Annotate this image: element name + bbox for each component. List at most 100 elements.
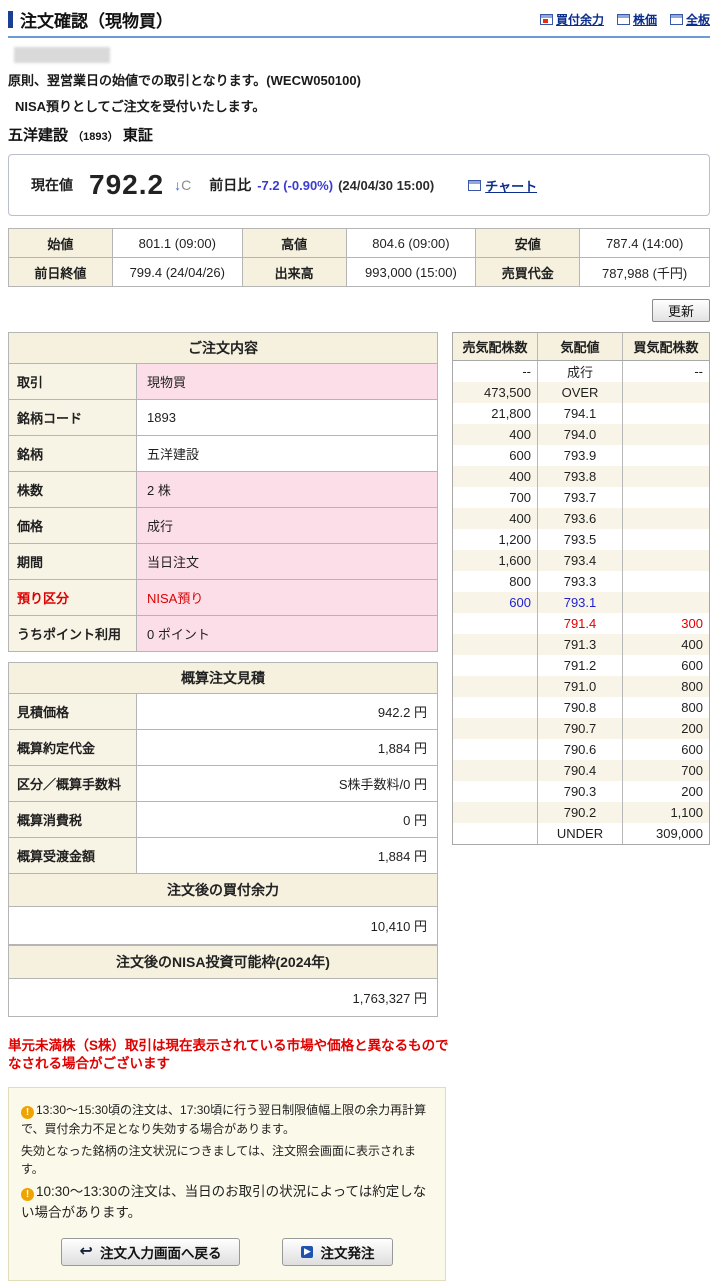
place-order-button[interactable]: ▶ 注文発注 <box>282 1237 394 1266</box>
orderbook-price: 794.0 <box>538 424 623 445</box>
estimate-value: 942.2 円 <box>137 694 437 729</box>
submit-square-icon: ▶ <box>301 1245 314 1258</box>
orderbook-price: 791.2 <box>538 655 623 676</box>
note-line: 失効となった銘柄の注文状況につきましては、注文照会画面に表示されます。 <box>21 1143 417 1177</box>
orderbook-buy-qty: -- <box>694 364 703 379</box>
estimate-value: 1,884 円 <box>137 838 437 873</box>
buying-power-after-title: 注文後の買付余力 <box>9 873 437 907</box>
orderbook-header: 売気配株数 気配値 買気配株数 <box>453 333 709 361</box>
orderbook-buy-qty: 1,100 <box>670 805 703 820</box>
buying-power-window-icon <box>539 13 553 25</box>
orderbook-buy-qty: 400 <box>681 637 703 652</box>
orderbook-buy-qty: 600 <box>681 658 703 673</box>
sshare-warning-text: 単元未満株（S株）取引は現在表示されている市場や価格と異なるものでなされる場合が… <box>8 1038 449 1072</box>
orderbook-price: UNDER <box>538 823 623 844</box>
order-detail-value: 2 株 <box>137 472 437 507</box>
order-detail-value: 0 ポイント <box>137 616 437 651</box>
orderbook-buy-qty <box>623 403 709 424</box>
order-detail-row: 価格 成行 <box>9 508 437 544</box>
orderbook-price: 793.6 <box>538 508 623 529</box>
orderbook-row: 791.3 400 <box>453 634 709 655</box>
estimate-value: 1,884 円 <box>137 730 437 765</box>
current-price-panel: 現在値 792.2 ↓C 前日比 -7.2 (-0.90%) (24/04/30… <box>8 154 710 216</box>
estimate-row: 概算消費税 0 円 <box>9 802 437 838</box>
chart-link-label: チャート <box>485 178 538 194</box>
orderbook-sell-qty: 600 <box>453 445 538 466</box>
order-detail-row: 期間 当日注文 <box>9 544 437 580</box>
note-line: ! 10:30〜13:30の注文は、当日のお取引の状況によっては約定しない場合があ… <box>21 1183 427 1220</box>
orderbook-buy-qty <box>623 466 709 487</box>
orderbook-row: 700 793.7 <box>453 487 709 508</box>
orderbook-sell-qty <box>453 676 538 697</box>
orderbook-sell-qty <box>453 634 538 655</box>
orderbook-price: 793.1 <box>538 592 623 613</box>
orderbook-price: 791.0 <box>538 676 623 697</box>
orderbook-buy-qty <box>623 571 709 592</box>
order-detail-value: 五洋建設 <box>137 436 437 471</box>
down-arrow-icon: ↓ <box>174 177 182 193</box>
link-buying-power[interactable]: 買付余力 <box>539 11 604 28</box>
market-table-row: 前日終値 799.4 (24/04/26) 出来高 993,000 (15:00) 売買… <box>9 258 711 287</box>
orderbook-row: 791.4 300 <box>453 613 709 634</box>
change-value: -7.2 (-0.90%) <box>257 177 334 193</box>
link-full-board[interactable]: 全板 <box>669 11 710 28</box>
orderbook-row: -- 成行 -- <box>453 361 709 382</box>
order-detail-row: 株数 2 株 <box>9 472 437 508</box>
change-label: 前日比 <box>209 177 252 193</box>
order-detail-label: 銘柄 <box>9 436 137 471</box>
link-stock-price[interactable]: 株価 <box>616 11 657 28</box>
orderbook-row: 790.8 800 <box>453 697 709 718</box>
market-table-row: 始値 801.1 (09:00) 高値 804.6 (09:00) 安値 787.4 (1… <box>9 229 711 258</box>
buying-power-after-value: 10,410 円 <box>9 907 437 945</box>
header-links: 買付余力 株価 全板 <box>539 11 710 28</box>
order-details-title: ご注文内容 <box>9 333 437 364</box>
stock-market: 東証 <box>122 127 153 144</box>
refresh-button[interactable]: 更新 <box>652 299 710 322</box>
orderbook-buy-qty <box>623 445 709 466</box>
orderbook-sell-qty: 473,500 <box>453 382 538 403</box>
estimate-title: 概算注文見積 <box>9 663 437 694</box>
link-stock-price-label: 株価 <box>632 12 657 27</box>
title-accent-bar <box>8 10 13 28</box>
estimate-row: 見積価格 942.2 円 <box>9 694 437 730</box>
order-details-panel: ご注文内容 取引 現物買 銘柄コード 1893 銘柄 五洋建設 株数 2 株価格 成行 期間 当日注… <box>8 332 438 652</box>
orderbook-sell-qty: 600 <box>453 592 538 613</box>
current-price-label: 現在値 <box>31 177 73 193</box>
orderbook-price: 791.3 <box>538 634 623 655</box>
action-buttons-row: ↩ 注文入力画面へ戻る ▶ 注文発注 <box>21 1237 433 1266</box>
market-data-table: 始値 801.1 (09:00) 高値 804.6 (09:00) 安値 787.4 (1… <box>8 228 711 287</box>
orderbook-buy-qty <box>623 592 709 613</box>
order-detail-label: 期間 <box>9 544 137 579</box>
link-full-board-label: 全板 <box>685 12 710 27</box>
orderbook-sell-qty: 1,600 <box>453 550 538 571</box>
orderbook-buy-qty <box>623 508 709 529</box>
orderbook-price: 793.4 <box>538 550 623 571</box>
estimate-value: S株手数料/0 円 <box>137 766 437 801</box>
orderbook-price: 793.3 <box>538 571 623 592</box>
orderbook-sell-qty <box>453 781 538 802</box>
nisa-limit-value: 1,763,327 円 <box>9 979 437 1016</box>
content-columns: ご注文内容 取引 現物買 銘柄コード 1893 銘柄 五洋建設 株数 2 株価格 成行 期間 当日注… <box>8 332 710 1027</box>
market-cell-label: 始値 <box>9 229 113 258</box>
note-line: ! 13:30〜15:30頃の注文は、17:30頃に行う翌日制限値幅上限の余力再計… <box>21 1103 427 1137</box>
orderbook-price: 793.9 <box>538 445 623 466</box>
orderbook-buy-qty <box>623 529 709 550</box>
back-to-order-entry-button[interactable]: ↩ 注文入力画面へ戻る <box>60 1237 241 1266</box>
title-bar: 注文確認（現物買） 買付余力 株価 全板 <box>8 6 710 32</box>
order-detail-label: 価格 <box>9 508 137 543</box>
orderbook-price: 791.4 <box>538 613 623 634</box>
orderbook-sell-qty: 400 <box>453 424 538 445</box>
back-button-label: 注文入力画面へ戻る <box>99 1245 222 1261</box>
order-detail-label: 銘柄コード <box>9 400 137 435</box>
order-detail-row: 銘柄 五洋建設 <box>9 436 437 472</box>
orderbook-row: 790.3 200 <box>453 781 709 802</box>
orderbook-row: 790.7 200 <box>453 718 709 739</box>
orderbook-price: OVER <box>538 382 623 403</box>
orderbook-row: 400 794.0 <box>453 424 709 445</box>
order-detail-label: 取引 <box>9 364 137 399</box>
quote-timestamp: (24/04/30 15:00) <box>338 177 435 193</box>
orderbook-sell-qty <box>453 760 538 781</box>
chart-link[interactable]: チャート <box>468 176 537 195</box>
warning-icon: ! <box>21 1187 34 1201</box>
order-detail-value: 現物買 <box>137 364 437 399</box>
